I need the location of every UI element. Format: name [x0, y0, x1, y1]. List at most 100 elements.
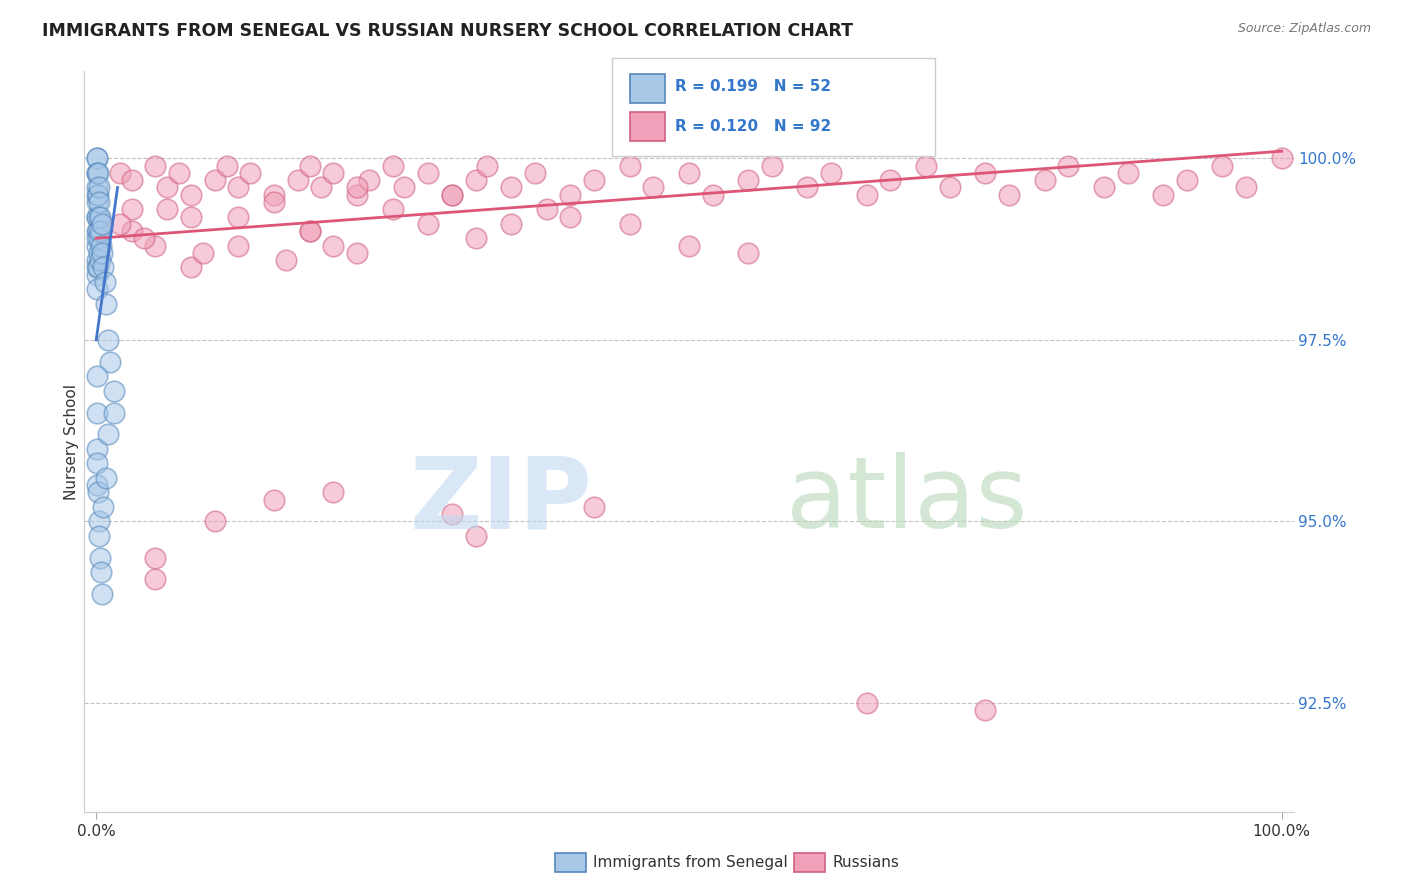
- Point: [879, 173, 901, 187]
- Point: [86, 442, 108, 456]
- Point: [93, 275, 115, 289]
- Point: [86, 166, 108, 180]
- Point: [167, 166, 190, 180]
- Point: [145, 550, 167, 565]
- Point: [90, 238, 112, 252]
- Point: [89, 253, 111, 268]
- Point: [974, 166, 997, 180]
- Point: [204, 173, 226, 187]
- Point: [91, 500, 114, 514]
- Point: [204, 515, 226, 529]
- Point: [180, 210, 202, 224]
- Point: [440, 187, 463, 202]
- Text: R = 0.199   N = 52: R = 0.199 N = 52: [675, 79, 831, 94]
- Point: [215, 159, 238, 173]
- Point: [523, 166, 546, 180]
- Point: [121, 173, 143, 187]
- Point: [702, 187, 724, 202]
- Point: [974, 703, 997, 717]
- Point: [346, 180, 368, 194]
- Point: [1234, 180, 1257, 194]
- Point: [619, 217, 641, 231]
- Point: [87, 187, 110, 202]
- Point: [998, 187, 1021, 202]
- Point: [855, 696, 877, 710]
- Point: [1211, 159, 1233, 173]
- Point: [560, 187, 582, 202]
- Point: [86, 194, 108, 209]
- Point: [94, 296, 117, 310]
- Point: [619, 159, 641, 173]
- Point: [87, 224, 110, 238]
- Point: [643, 180, 665, 194]
- Point: [418, 166, 440, 180]
- Point: [381, 159, 404, 173]
- Point: [239, 166, 262, 180]
- Point: [156, 180, 179, 194]
- Point: [86, 456, 108, 470]
- Point: [132, 231, 155, 245]
- Point: [87, 210, 110, 224]
- Point: [394, 180, 416, 194]
- Point: [180, 187, 202, 202]
- Point: [86, 238, 108, 252]
- Point: [91, 245, 114, 260]
- Point: [501, 217, 523, 231]
- Point: [228, 238, 250, 252]
- Text: atlas: atlas: [786, 452, 1028, 549]
- Point: [346, 187, 368, 202]
- Point: [322, 166, 344, 180]
- Point: [583, 500, 606, 514]
- Point: [89, 550, 111, 565]
- Point: [103, 384, 125, 398]
- Point: [90, 217, 112, 231]
- Point: [145, 573, 167, 587]
- Point: [86, 268, 108, 282]
- Point: [1092, 180, 1115, 194]
- Point: [263, 492, 285, 507]
- Point: [855, 187, 877, 202]
- Point: [464, 231, 486, 245]
- Point: [737, 245, 759, 260]
- Point: [298, 159, 321, 173]
- Point: [322, 485, 344, 500]
- Point: [418, 217, 440, 231]
- Point: [464, 173, 486, 187]
- Point: [86, 405, 108, 419]
- Point: [191, 245, 214, 260]
- Point: [263, 187, 285, 202]
- Point: [86, 166, 108, 180]
- Point: [87, 245, 110, 260]
- Point: [91, 260, 114, 275]
- Point: [89, 210, 111, 224]
- Point: [86, 231, 108, 245]
- Point: [89, 231, 111, 245]
- Point: [86, 369, 108, 384]
- Point: [145, 159, 167, 173]
- Point: [357, 173, 380, 187]
- Point: [287, 173, 309, 187]
- Text: IMMIGRANTS FROM SENEGAL VS RUSSIAN NURSERY SCHOOL CORRELATION CHART: IMMIGRANTS FROM SENEGAL VS RUSSIAN NURSE…: [42, 22, 853, 40]
- Point: [263, 194, 285, 209]
- Point: [536, 202, 558, 217]
- Point: [346, 245, 368, 260]
- Point: [678, 238, 700, 252]
- Point: [86, 478, 108, 492]
- Point: [87, 180, 110, 194]
- Point: [86, 282, 108, 296]
- Point: [737, 173, 759, 187]
- Point: [86, 224, 108, 238]
- Point: [180, 260, 202, 275]
- Point: [440, 507, 463, 521]
- Point: [87, 166, 110, 180]
- Point: [820, 166, 842, 180]
- Point: [103, 405, 125, 419]
- Point: [121, 202, 143, 217]
- Point: [86, 152, 108, 166]
- Point: [86, 260, 108, 275]
- Point: [91, 587, 114, 601]
- Point: [298, 224, 321, 238]
- Point: [108, 166, 131, 180]
- Point: [228, 210, 250, 224]
- Point: [100, 354, 122, 368]
